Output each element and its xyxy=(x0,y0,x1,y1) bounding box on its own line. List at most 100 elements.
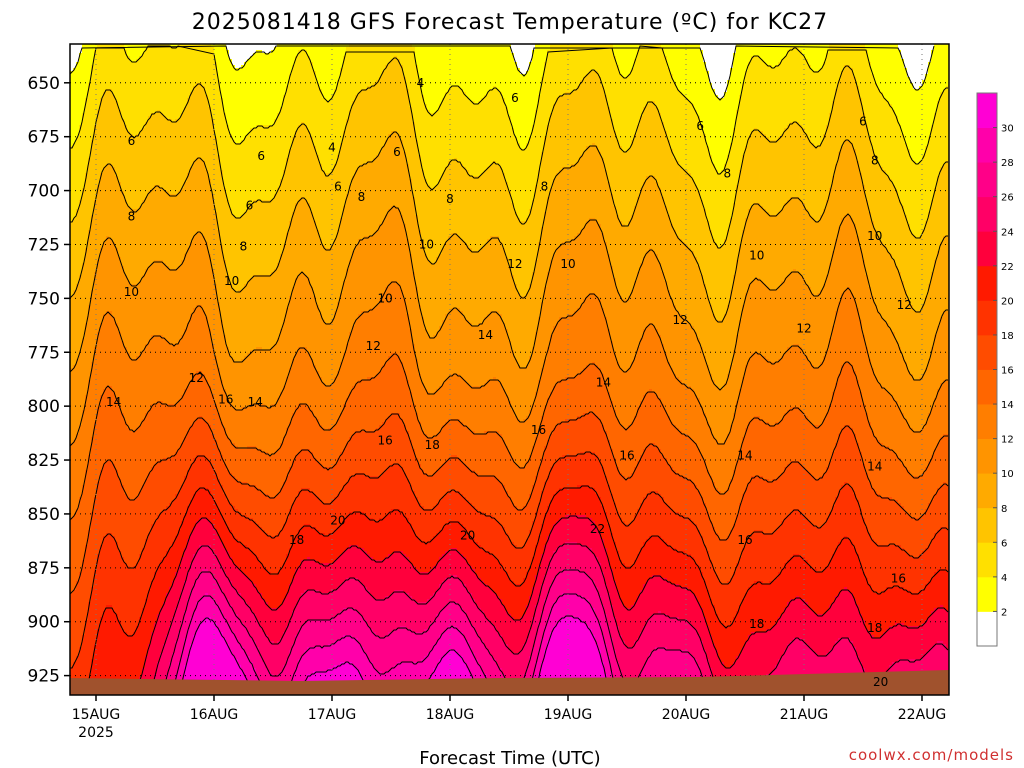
band-cell xyxy=(628,647,632,687)
band-cell xyxy=(532,50,536,126)
band-cell xyxy=(781,44,785,60)
band-cell xyxy=(154,572,158,624)
band-cell xyxy=(451,575,455,603)
contour-label: 10 xyxy=(749,248,764,262)
band-cell xyxy=(535,476,539,513)
band-cell xyxy=(304,449,308,489)
band-cell xyxy=(931,611,935,648)
band-cell xyxy=(700,200,704,276)
band-cell xyxy=(598,152,602,225)
band-cell xyxy=(835,497,839,549)
band-cell xyxy=(559,545,563,573)
band-cell xyxy=(904,467,908,513)
band-cell xyxy=(394,509,398,552)
band-cell xyxy=(388,512,392,555)
band-cell xyxy=(145,344,149,414)
band-cell xyxy=(217,560,221,585)
band-cell xyxy=(451,419,455,456)
band-cell xyxy=(685,479,689,519)
band-cell xyxy=(706,470,710,513)
band-cell xyxy=(445,551,449,579)
band-cell xyxy=(358,473,362,513)
band-cell xyxy=(505,644,509,681)
band-cell xyxy=(208,254,212,330)
band-cell xyxy=(778,572,782,618)
band-cell xyxy=(898,200,902,273)
band-cell xyxy=(376,476,380,522)
band-cell xyxy=(856,443,860,501)
band-cell xyxy=(916,593,920,627)
band-cell xyxy=(517,467,521,510)
band-cell xyxy=(874,593,878,639)
band-cell xyxy=(577,569,581,597)
band-cell xyxy=(160,401,164,462)
band-cell xyxy=(385,635,389,672)
band-cell xyxy=(874,44,878,84)
band-cell xyxy=(181,260,185,336)
band-cell xyxy=(190,167,194,243)
band-cell xyxy=(205,95,209,171)
band-cell xyxy=(193,236,197,309)
band-cell xyxy=(430,623,434,651)
band-cell xyxy=(940,317,944,384)
band-cell xyxy=(490,623,494,657)
band-cell xyxy=(475,542,479,576)
band-cell xyxy=(892,626,896,663)
band-cell xyxy=(229,629,233,651)
band-cell xyxy=(193,527,197,555)
band-cell xyxy=(163,404,167,459)
band-cell xyxy=(232,290,236,360)
band-cell xyxy=(910,374,914,429)
band-cell xyxy=(682,587,686,621)
band-cell xyxy=(238,665,242,695)
band-cell xyxy=(298,659,302,690)
band-cell xyxy=(796,596,800,639)
band-cell xyxy=(142,275,146,351)
band-cell xyxy=(862,44,866,114)
band-cell xyxy=(334,665,338,695)
band-cell xyxy=(247,605,251,633)
band-cell xyxy=(646,104,650,177)
band-cell xyxy=(733,203,737,276)
band-cell xyxy=(862,518,866,573)
band-cell xyxy=(379,299,383,372)
band-cell xyxy=(919,431,923,477)
band-cell xyxy=(121,557,125,630)
band-cell xyxy=(268,407,272,456)
band-cell xyxy=(577,545,581,570)
band-cell xyxy=(811,650,815,690)
band-cell xyxy=(271,272,275,348)
band-cell xyxy=(355,95,359,171)
band-cell xyxy=(394,464,398,510)
band-cell xyxy=(856,236,860,309)
band-cell xyxy=(379,44,383,78)
band-cell xyxy=(337,527,341,558)
band-cell xyxy=(610,638,614,672)
band-cell xyxy=(784,608,788,651)
band-cell xyxy=(790,407,794,462)
band-cell xyxy=(496,89,500,165)
band-cell xyxy=(103,314,107,390)
contour-label: 14 xyxy=(737,449,752,463)
band-cell xyxy=(682,650,686,681)
band-cell xyxy=(604,44,608,96)
band-cell xyxy=(301,50,305,123)
band-cell xyxy=(847,215,851,288)
band-cell xyxy=(457,374,461,420)
band-cell xyxy=(265,533,269,570)
band-cell xyxy=(433,44,437,114)
band-cell xyxy=(307,353,311,408)
band-cell xyxy=(133,632,137,695)
band-cell xyxy=(349,332,353,393)
band-cell xyxy=(931,125,935,201)
band-cell xyxy=(304,44,308,51)
band-cell xyxy=(688,173,692,249)
band-cell xyxy=(241,140,245,216)
band-cell xyxy=(241,515,245,546)
band-cell xyxy=(331,320,335,384)
band-cell xyxy=(175,404,179,453)
band-cell xyxy=(544,599,548,627)
band-cell xyxy=(598,596,602,624)
band-cell xyxy=(742,377,746,438)
